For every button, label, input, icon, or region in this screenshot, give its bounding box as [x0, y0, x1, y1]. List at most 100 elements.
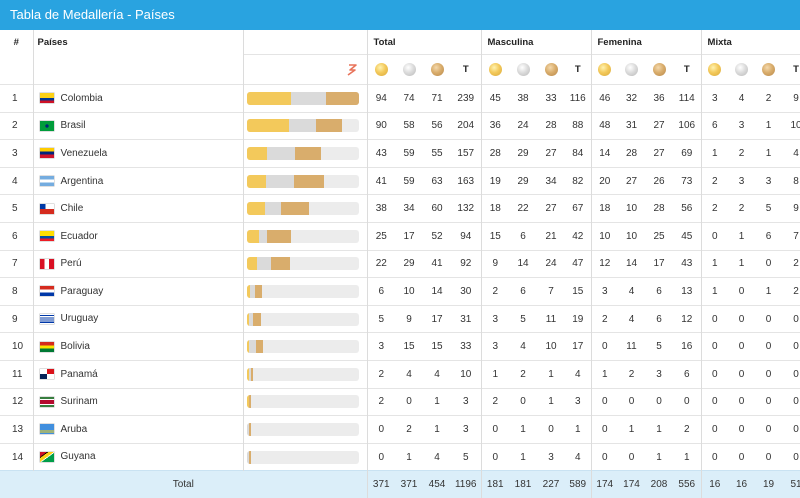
silver-segment: [258, 229, 267, 243]
total-column-header[interactable]: T: [782, 54, 800, 85]
silver-medal-header[interactable]: [395, 54, 423, 85]
country-cell[interactable]: Guyana: [33, 442, 244, 471]
group-header-mixta[interactable]: Mixta: [707, 36, 732, 48]
country-cell[interactable]: Perú: [33, 249, 244, 278]
medal-count-cell: 17: [645, 249, 673, 278]
total-count-cell: 0: [782, 415, 800, 444]
table-row[interactable]: 2Brasil9058562043624288848312710663110: [0, 111, 800, 140]
country-name[interactable]: Bolivia: [60, 341, 90, 353]
country-cell[interactable]: Paraguay: [33, 277, 244, 306]
gold-segment: [246, 312, 249, 326]
gold-medal-header[interactable]: [366, 54, 395, 85]
country-name[interactable]: Brasil: [60, 120, 86, 132]
country-name[interactable]: Venezuela: [60, 147, 108, 159]
sort-icon[interactable]: [345, 63, 359, 77]
medal-count-cell: 4: [618, 277, 645, 306]
country-name[interactable]: Panamá: [60, 368, 98, 380]
medal-count-cell: 6: [645, 304, 673, 333]
table-row[interactable]: 10 Bolivia 3 15 15 33 3 4 10 17 0 11 5 16 0 0 0 0: [0, 332, 800, 361]
table-row[interactable]: 12 Surinam 2 0 1 3 2 0 1 3 0 0 0 0 0 0 0 0: [0, 387, 800, 416]
silver-medal-header[interactable]: [618, 54, 645, 85]
medal-count-cell: 4: [509, 332, 537, 361]
gold-medal-header[interactable]: [480, 54, 509, 85]
country-cell[interactable]: Panamá: [33, 359, 244, 389]
medal-count-cell: 0: [395, 387, 423, 416]
country-name[interactable]: Argentina: [60, 175, 104, 187]
total-column-header[interactable]: T: [673, 54, 702, 85]
total-column-header[interactable]: T: [565, 54, 592, 85]
silver-segment: [246, 422, 249, 436]
grand-total-cell: 16: [728, 470, 756, 498]
country-cell[interactable]: Colombia: [33, 84, 244, 113]
country-cell[interactable]: Aruba: [33, 415, 244, 444]
medal-count-cell: 9: [481, 249, 509, 278]
country-name[interactable]: Uruguay: [60, 313, 99, 325]
medal-count-cell: 1: [423, 415, 451, 444]
country-name[interactable]: Colombia: [60, 92, 103, 104]
medal-count-cell: 22: [509, 194, 537, 223]
country-name[interactable]: Aruba: [60, 423, 88, 435]
medal-count-cell: 27: [537, 194, 565, 223]
total-count-cell: 0: [782, 304, 800, 333]
country-cell[interactable]: Venezuela: [33, 139, 244, 168]
country-cell[interactable]: Uruguay: [33, 304, 244, 333]
bronze-medal-icon: [544, 63, 558, 76]
table-row[interactable]: 8 Paraguay 6 10 14 30 2 6 7 15 3 4 6 13 1 0 1 2: [0, 277, 800, 306]
table-row[interactable]: 4 Argentina 41 59 63 163 19 29 34 82 20 27 26 73 2 3 3 8: [0, 166, 800, 195]
medal-count-cell: 1: [395, 442, 423, 471]
table-row[interactable]: 14 Guyana 0 1 4 5 0 1 3 4 0 0 1 1 0 0 0 0: [0, 442, 800, 471]
table-row[interactable]: 9 Uruguay 5 9 17 31 3 5 11 19 2 4 6 12 0 0 0 0: [0, 304, 800, 333]
bronze-segment: [248, 395, 251, 409]
country-cell[interactable]: Ecuador: [33, 221, 244, 251]
gold-segment: [246, 174, 266, 188]
medal-count-cell: 55: [423, 139, 451, 168]
country-name[interactable]: Paraguay: [60, 285, 104, 297]
gold-medal-header[interactable]: [700, 54, 729, 85]
group-header-masculina[interactable]: Masculina: [481, 30, 592, 55]
medal-count-cell: 28: [618, 139, 645, 168]
table-row[interactable]: 5 Chile 38 34 60 132 18 22 27 67 18 10 28 56 2 2 5 9: [0, 194, 800, 223]
total-count-cell: 45: [673, 221, 702, 251]
silver-medal-header[interactable]: [728, 54, 756, 85]
table-row[interactable]: 6 Ecuador 25 17 52 94 15 6 21 42 10 10 25 45 0 1 6 7: [0, 221, 800, 251]
gold-segment: [246, 340, 249, 354]
medal-count-cell: 5: [755, 194, 783, 223]
gold-medal-header[interactable]: [590, 54, 618, 85]
bronze-medal-header[interactable]: [755, 54, 783, 85]
country-cell[interactable]: Brasil: [33, 111, 244, 140]
country-cell[interactable]: Bolivia: [33, 332, 244, 361]
medal-count-cell: 0: [728, 415, 756, 444]
table-row[interactable]: 11 Panamá 2 4 4 10 1 2 1 4 1 2 3 6 0 0 0 0: [0, 359, 800, 389]
medal-count-cell: 1: [509, 442, 537, 471]
group-header-total[interactable]: Total: [367, 30, 482, 55]
country-cell[interactable]: Chile: [33, 194, 244, 223]
country-cell[interactable]: Argentina: [33, 166, 244, 195]
medal-count-cell: 4: [395, 359, 423, 389]
grand-total-cell: 174: [591, 470, 618, 498]
table-row[interactable]: 13 Aruba 0 2 1 3 0 1 0 1 0 1 1 2 0 0 0 0: [0, 415, 800, 444]
total-count-cell: 16: [673, 332, 702, 361]
country-name[interactable]: Chile: [60, 203, 84, 215]
table-row[interactable]: 7 Perú 22 29 41 92 9 14 24 47 12 14 17 43 1 1 0 2: [0, 249, 800, 278]
silver-medal-header[interactable]: [509, 54, 537, 85]
medal-bar-cell: [243, 359, 368, 389]
bronze-medal-header[interactable]: [645, 54, 673, 85]
medal-count-cell: 28: [645, 194, 673, 223]
total-column-header[interactable]: T: [451, 54, 482, 85]
country-header[interactable]: Países: [33, 30, 244, 85]
sort-toggle[interactable]: [243, 54, 368, 85]
medal-count-cell: 6: [509, 221, 537, 251]
table-row[interactable]: 1 Colombia 94 74 71 239 45 38 33 116 46 32 36 114 3 4 2 9: [0, 84, 800, 113]
medal-count-cell: 94: [367, 84, 395, 113]
country-name[interactable]: Ecuador: [60, 230, 98, 242]
country-name[interactable]: Guyana: [60, 451, 96, 463]
country-name[interactable]: Surinam: [60, 396, 98, 408]
country-name[interactable]: Perú: [60, 258, 82, 270]
medal-count-cell: 20: [591, 166, 618, 195]
bronze-medal-header[interactable]: [537, 54, 565, 85]
table-row[interactable]: 3 Venezuela 43 59 55 157 28 29 27 84 14 28 27 69 1 2 1 4: [0, 139, 800, 168]
group-header-femenina[interactable]: Femenina: [591, 30, 702, 55]
country-cell[interactable]: Surinam: [33, 387, 244, 416]
medal-count-cell: 24: [509, 111, 537, 140]
bronze-medal-header[interactable]: [423, 54, 451, 85]
